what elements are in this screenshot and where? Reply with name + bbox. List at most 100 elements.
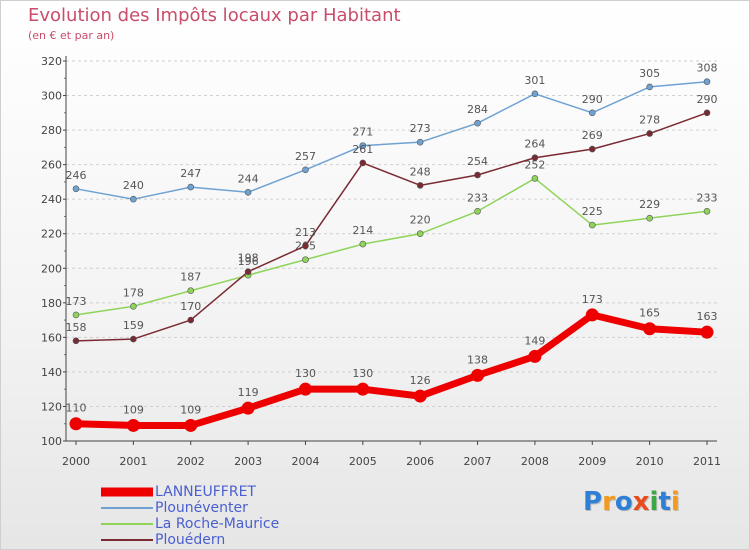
data-point xyxy=(298,382,312,396)
data-point xyxy=(646,214,653,222)
data-label: 233 xyxy=(697,191,718,204)
data-point xyxy=(302,242,309,250)
data-point xyxy=(703,78,711,86)
x-tick-label: 2002 xyxy=(177,455,205,468)
data-label: 248 xyxy=(410,165,431,178)
data-point xyxy=(130,335,137,343)
plot-area xyxy=(66,61,717,441)
data-point xyxy=(359,142,367,149)
y-tick-label: 140 xyxy=(41,366,62,379)
data-point xyxy=(302,166,309,174)
legend-item: La Roche-Maurice xyxy=(101,516,361,532)
data-point xyxy=(130,302,137,310)
data-point xyxy=(588,221,596,229)
data-point xyxy=(359,240,367,248)
data-point xyxy=(528,349,542,363)
data-point xyxy=(588,145,596,153)
data-label: 213 xyxy=(295,226,316,239)
y-tick-label: 120 xyxy=(41,400,62,413)
legend-label: Plouédern xyxy=(155,532,226,548)
logo-letter: t xyxy=(658,487,671,517)
y-tick-label: 160 xyxy=(41,331,62,344)
data-point xyxy=(130,195,137,203)
data-label: 130 xyxy=(352,367,373,380)
data-label: 246 xyxy=(66,169,87,182)
data-label: 178 xyxy=(123,286,144,299)
legend-item: Plouédern xyxy=(101,532,361,548)
legend-item: Plounéventer xyxy=(101,500,361,516)
x-tick-label: 2004 xyxy=(291,455,319,468)
logo-letter: x xyxy=(632,487,650,517)
series-line-LANNEUFFRET xyxy=(75,311,708,429)
data-point xyxy=(531,175,539,182)
data-label: 301 xyxy=(524,74,545,87)
proxiti-logo: Proxiti xyxy=(583,487,680,517)
data-point xyxy=(413,389,427,403)
data-label: 273 xyxy=(410,122,431,135)
x-tick-label: 2003 xyxy=(234,455,262,468)
data-label: 269 xyxy=(582,129,603,142)
data-point xyxy=(531,154,539,162)
data-label: 119 xyxy=(238,386,259,399)
data-label: 233 xyxy=(467,191,488,204)
data-label: 290 xyxy=(697,93,718,106)
data-point xyxy=(416,138,424,146)
data-label: 254 xyxy=(467,155,488,168)
y-tick-label: 240 xyxy=(41,193,62,206)
data-point xyxy=(184,418,198,432)
x-tick-label: 2011 xyxy=(693,455,721,468)
data-point xyxy=(646,130,653,137)
series-line-La Roche-Maurice xyxy=(75,177,708,316)
data-label: 225 xyxy=(582,205,603,218)
y-tick-label: 280 xyxy=(41,124,62,137)
data-point xyxy=(700,325,714,339)
legend-swatch xyxy=(101,507,153,509)
legend-swatch xyxy=(101,487,153,497)
data-label: 244 xyxy=(238,172,259,185)
data-label: 158 xyxy=(66,321,87,334)
data-point xyxy=(69,417,83,431)
data-label: 109 xyxy=(123,403,144,416)
x-tick-label: 2006 xyxy=(406,455,434,468)
data-point xyxy=(646,83,653,91)
data-label: 240 xyxy=(123,179,144,192)
data-point xyxy=(244,188,252,196)
data-label: 305 xyxy=(639,67,660,80)
data-label: 196 xyxy=(238,255,259,268)
data-point xyxy=(302,256,309,263)
data-label: 247 xyxy=(180,167,201,180)
legend: LANNEUFFRET Plounéventer La Roche-Maurice P… xyxy=(101,484,361,548)
data-point xyxy=(474,171,481,179)
data-point xyxy=(356,382,370,396)
data-label: 173 xyxy=(66,295,87,308)
data-label: 308 xyxy=(697,62,718,75)
data-label: 165 xyxy=(639,307,660,320)
series-line-Plouédern xyxy=(75,112,708,342)
data-label: 149 xyxy=(524,334,545,347)
data-label: 159 xyxy=(123,319,144,332)
data-label: 187 xyxy=(180,271,201,284)
logo-letter: r xyxy=(602,487,615,517)
data-point xyxy=(187,287,195,295)
data-label: 170 xyxy=(180,300,201,313)
data-label: 214 xyxy=(352,224,373,237)
series-line-Plounéventer xyxy=(75,80,708,200)
data-point xyxy=(474,207,481,215)
data-label: 138 xyxy=(467,353,488,366)
legend-swatch xyxy=(101,523,153,525)
data-label: 220 xyxy=(410,214,431,227)
legend-label: La Roche-Maurice xyxy=(155,516,280,532)
data-point xyxy=(187,316,195,324)
legend-item: LANNEUFFRET xyxy=(101,484,361,500)
y-tick-label: 180 xyxy=(41,297,62,310)
data-point xyxy=(643,322,657,336)
x-tick-label: 2008 xyxy=(521,455,549,468)
y-tick-label: 100 xyxy=(41,435,62,448)
x-tick-label: 2007 xyxy=(464,455,492,468)
x-tick-label: 2009 xyxy=(578,455,606,468)
data-point xyxy=(416,182,424,189)
data-label: 109 xyxy=(180,403,201,416)
chart-subtitle: (en € et par an) xyxy=(28,29,115,42)
